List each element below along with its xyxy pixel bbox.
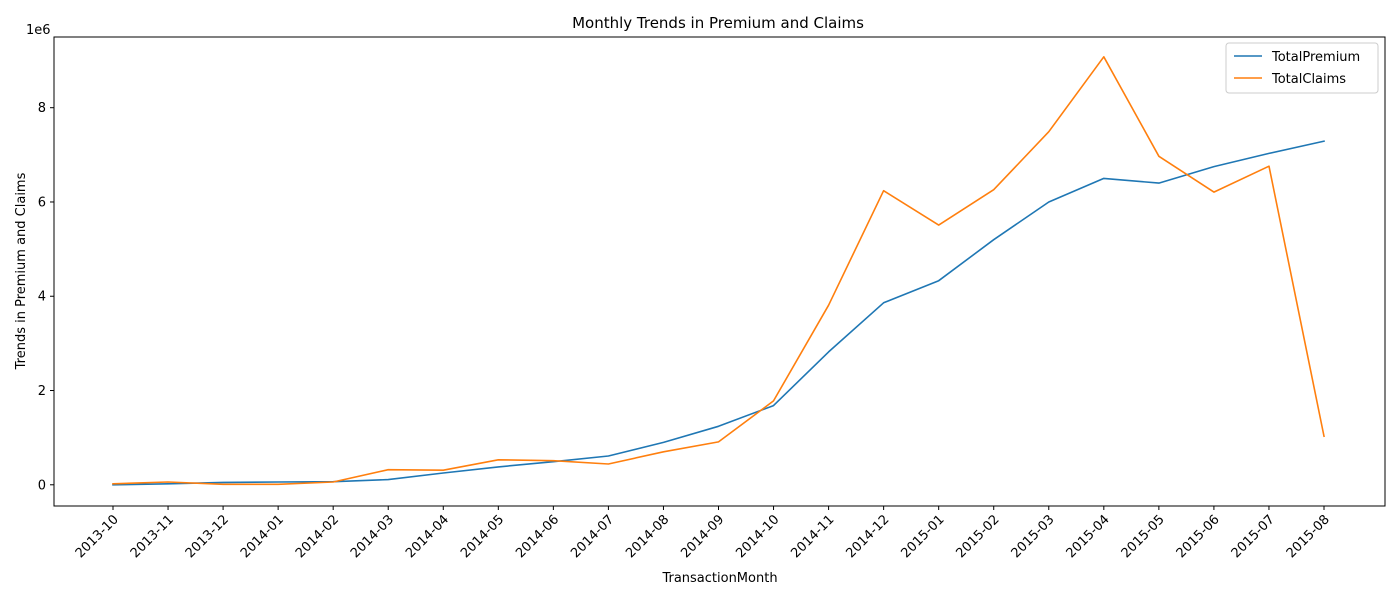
y-axis-label: Trends in Premium and Claims <box>14 172 29 370</box>
y-axis: 0 2 4 6 8 <box>38 101 54 493</box>
plot-area <box>53 36 1386 507</box>
legend: TotalPremium TotalClaims <box>1225 42 1379 94</box>
series-lines <box>112 55 1325 486</box>
x-axis-label: TransactionMonth <box>661 571 777 586</box>
series-line-totalpremium <box>112 140 1325 486</box>
legend-entry: TotalPremium <box>1271 50 1360 65</box>
y-tick-label: 4 <box>38 290 46 305</box>
y-offset-label: 1e6 <box>26 23 51 38</box>
y-tick-label: 2 <box>38 384 46 399</box>
chart-title: Monthly Trends in Premium and Claims <box>572 14 864 32</box>
y-tick-label: 8 <box>38 101 46 116</box>
series-line-totalclaims <box>112 55 1325 486</box>
legend-box <box>1225 42 1379 94</box>
y-tick-label: 0 <box>38 478 46 493</box>
legend-entry: TotalClaims <box>1271 72 1346 87</box>
y-tick-label: 6 <box>38 195 46 210</box>
